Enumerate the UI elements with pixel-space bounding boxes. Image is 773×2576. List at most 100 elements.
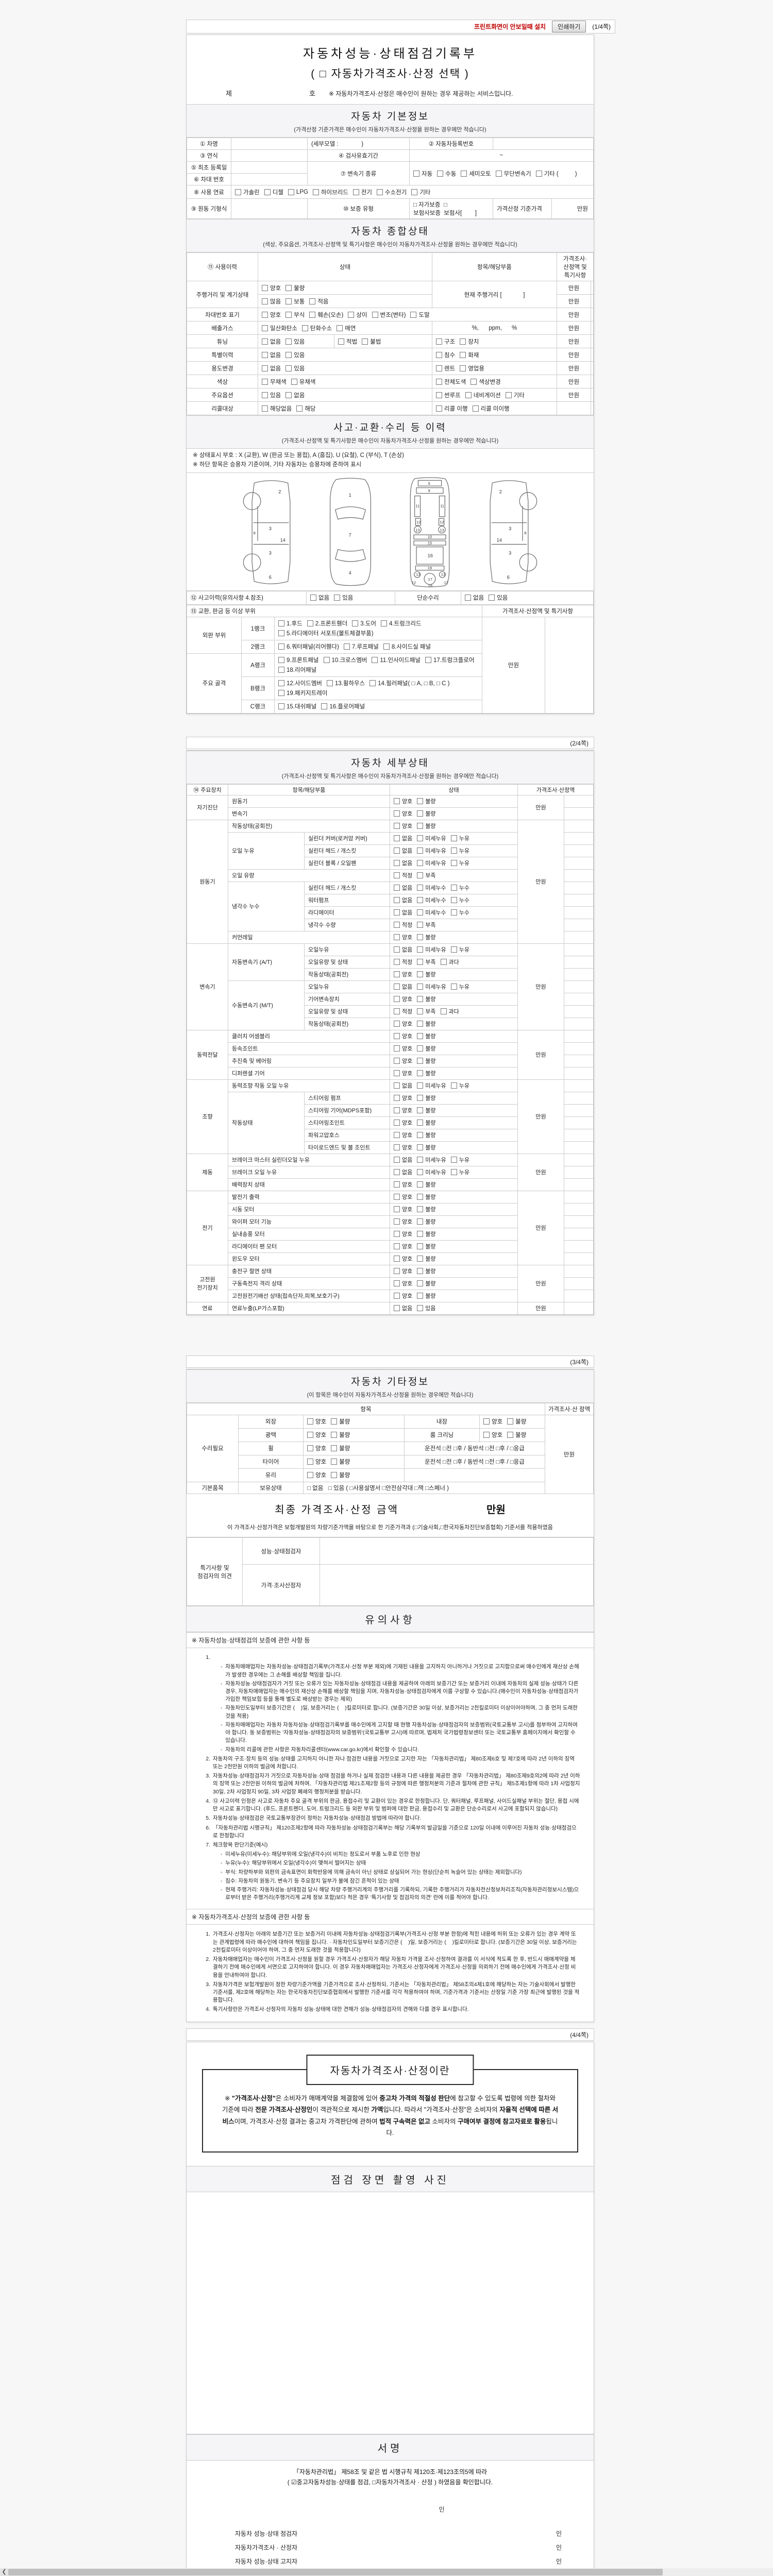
checkbox-option[interactable]: 양호 (394, 1193, 412, 1201)
checkbox-option[interactable]: 양호 (394, 1205, 412, 1213)
checkbox-option[interactable]: 5.라디에이터 서포트(볼트체결부품) (278, 629, 374, 637)
checkbox-option[interactable]: 양호 (394, 1069, 412, 1077)
checkbox-option[interactable]: 양호 (394, 1094, 412, 1102)
checkbox-option[interactable]: 불량 (507, 1417, 526, 1426)
checkbox-option[interactable]: 없음 (394, 1081, 412, 1090)
checkbox-option[interactable]: 양호 (307, 1471, 326, 1479)
checkbox-option[interactable]: 양호 (262, 311, 281, 319)
checkbox-option[interactable]: 불량 (417, 1292, 436, 1300)
checkbox-option[interactable]: 무단변속기 (495, 170, 531, 178)
checkbox-option[interactable]: 미세누수 (417, 884, 446, 892)
checkbox-option[interactable]: 적정 (394, 871, 412, 879)
checkbox-option[interactable]: 미세누유 (417, 859, 446, 867)
checkbox-option[interactable]: 불량 (331, 1431, 350, 1439)
checkbox-option[interactable]: 있음 (262, 391, 281, 399)
checkbox-option[interactable]: 양호 (394, 1292, 412, 1300)
checkbox-option[interactable]: 양호 (394, 1230, 412, 1238)
checkbox-option[interactable]: 없음 (394, 896, 412, 904)
checkbox-option[interactable]: 없음 (285, 391, 305, 399)
checkbox-option[interactable]: 누유 (450, 846, 469, 855)
checkbox-option[interactable]: 누유 (450, 1081, 469, 1090)
checkbox-option[interactable]: 14.필러패널( □ A, □ B, □ C ) (369, 679, 449, 687)
checkbox-option[interactable]: 양호 (394, 797, 412, 805)
checkbox-option[interactable]: 양호 (394, 1032, 412, 1040)
checkbox-option[interactable]: 부식 (285, 311, 305, 319)
checkbox-option[interactable]: 색상변경 (470, 378, 501, 386)
checkbox-option[interactable]: 세미오토 (461, 170, 491, 178)
checkbox-option[interactable]: 있음 (334, 594, 353, 602)
checkbox-option[interactable]: 과다 (440, 1007, 459, 1015)
checkbox-option[interactable]: 불량 (417, 995, 436, 1003)
checkbox-option[interactable]: 불량 (417, 822, 436, 830)
checkbox-option[interactable]: 없음 (394, 982, 412, 991)
checkbox-option[interactable]: 2.프론트휀더 (307, 619, 347, 628)
checkbox-option[interactable]: 미세누유 (417, 834, 446, 842)
checkbox-option[interactable]: 없음 (394, 1168, 412, 1176)
checkbox-option[interactable]: 4.트렁크리드 (381, 619, 422, 628)
scroll-left-arrow[interactable]: ❮ (0, 2568, 8, 2576)
checkbox-option[interactable]: 불량 (285, 284, 305, 292)
checkbox-option[interactable]: 양호 (394, 1143, 412, 1151)
checkbox-option[interactable]: 하이브리드 (312, 188, 348, 196)
checkbox-option[interactable]: 있음 (285, 351, 305, 359)
checkbox-option[interactable]: 18.리어패널 (278, 666, 316, 674)
checkbox-option[interactable]: 부족 (417, 958, 436, 966)
checkbox-option[interactable]: 8.사이드실 패널 (383, 642, 431, 651)
checkbox-option[interactable]: 없음 (394, 884, 412, 892)
checkbox-option[interactable]: 양호 (394, 1279, 412, 1287)
checkbox-option[interactable]: 누유 (450, 945, 469, 954)
scrollbar-thumb[interactable] (8, 2569, 663, 2575)
checkbox-option[interactable]: 무채색 (262, 378, 287, 386)
checkbox-option[interactable]: 유채색 (291, 378, 316, 386)
checkbox-option[interactable]: 불량 (331, 1444, 350, 1452)
checkbox-option[interactable]: 없음 (262, 337, 281, 346)
checkbox-option[interactable]: 양호 (394, 1242, 412, 1250)
checkbox-option[interactable]: 누수 (450, 884, 469, 892)
checkbox-option[interactable]: 탄화수소 (301, 324, 332, 332)
checkbox-option[interactable]: 없음 (394, 834, 412, 842)
checkbox-option[interactable]: 양호 (262, 284, 281, 292)
checkbox-option[interactable]: 양호 (394, 1057, 412, 1065)
checkbox-option[interactable]: 미세누유 (417, 1156, 446, 1164)
checkbox-option[interactable]: 불량 (507, 1431, 526, 1439)
checkbox-option[interactable]: 12.사이드멤버 (278, 679, 322, 687)
checkbox-option[interactable]: 양호 (394, 1180, 412, 1189)
checkbox-option[interactable]: 양호 (394, 1217, 412, 1226)
checkbox-option[interactable]: 양호 (307, 1458, 326, 1466)
checkbox-option[interactable]: 1.후드 (278, 619, 303, 628)
checkbox-option[interactable]: 양호 (483, 1417, 502, 1426)
checkbox-option[interactable]: 양호 (394, 809, 412, 818)
checkbox-option[interactable]: 3.도어 (352, 619, 376, 628)
checkbox-option[interactable]: 누유 (450, 859, 469, 867)
checkbox-option[interactable]: 양호 (394, 1118, 412, 1127)
checkbox-option[interactable]: 양호 (394, 1267, 412, 1275)
checkbox-option[interactable]: 불량 (417, 809, 436, 818)
checkbox-option[interactable]: 전기 (352, 188, 372, 196)
checkbox-option[interactable]: 부족 (417, 871, 436, 879)
checkbox-option[interactable]: 누유 (450, 982, 469, 991)
checkbox-option[interactable]: 없음 (262, 364, 281, 372)
checkbox-option[interactable]: 9.프론트패널 (278, 656, 319, 664)
checkbox-option[interactable]: 양호 (394, 1106, 412, 1114)
checkbox-option[interactable]: 수동 (437, 170, 456, 178)
checkbox-option[interactable]: 불량 (331, 1471, 350, 1479)
checkbox-option[interactable]: 없음 (262, 351, 281, 359)
checkbox-option[interactable]: 없음 (394, 1156, 412, 1164)
checkbox-option[interactable]: 보통 (285, 297, 305, 306)
checkbox-option[interactable]: 13.휠하우스 (326, 679, 365, 687)
checkbox-option[interactable]: 불량 (417, 797, 436, 805)
checkbox-option[interactable]: 리콜 이행 (436, 404, 468, 413)
checkbox-option[interactable]: 양호 (394, 995, 412, 1003)
checkbox-option[interactable]: 미세누유 (417, 945, 446, 954)
checkbox-option[interactable]: 가솔린 (235, 188, 260, 196)
checkbox-option[interactable]: 양호 (394, 933, 412, 941)
checkbox-option[interactable]: 미세누수 (417, 896, 446, 904)
checkbox-option[interactable]: 7.루프패널 (343, 642, 379, 651)
checkbox-option[interactable]: 불량 (417, 970, 436, 978)
checkbox-option[interactable]: 화재 (460, 351, 479, 359)
checkbox-option[interactable]: 불량 (417, 1094, 436, 1102)
checkbox-option[interactable]: 구조 (436, 337, 455, 346)
checkbox-option[interactable]: 불량 (417, 933, 436, 941)
checkbox-option[interactable]: 전체도색 (436, 378, 466, 386)
checkbox-option[interactable]: 적음 (309, 297, 329, 306)
